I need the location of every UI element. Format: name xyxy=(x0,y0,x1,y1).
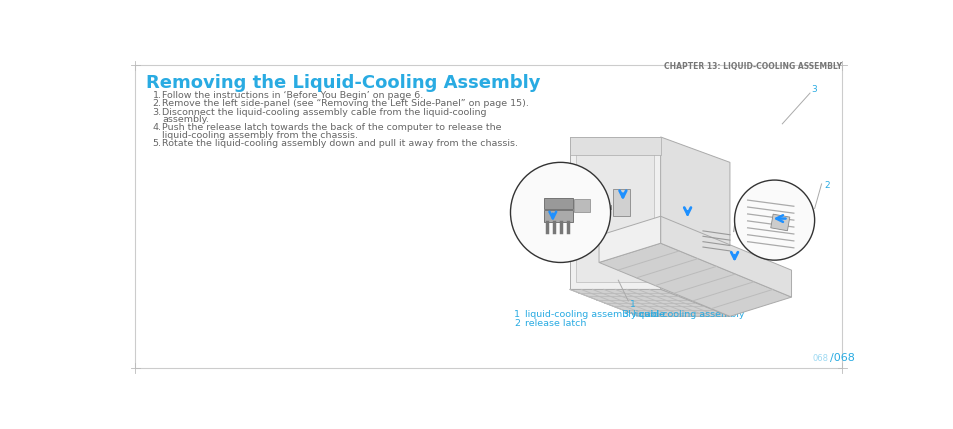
Polygon shape xyxy=(598,243,791,316)
Bar xyxy=(543,198,572,208)
Bar xyxy=(574,199,589,212)
Text: Rotate the liquid-cooling assembly down and pull it away from the chassis.: Rotate the liquid-cooling assembly down … xyxy=(162,139,517,148)
Text: Follow the instructions in ‘Before You Begin’ on page 6.: Follow the instructions in ‘Before You B… xyxy=(162,91,423,100)
Text: liquid-cooling assembly: liquid-cooling assembly xyxy=(632,310,743,319)
Polygon shape xyxy=(569,137,659,290)
Text: 1.: 1. xyxy=(152,91,161,100)
Text: 1: 1 xyxy=(514,310,519,319)
Text: Remove the left side-panel (see “Removing the Left Side-Panel” on page 15).: Remove the left side-panel (see “Removin… xyxy=(162,99,529,108)
Text: liquid-cooling assembly cable: liquid-cooling assembly cable xyxy=(524,310,664,319)
Bar xyxy=(543,210,572,222)
Text: Disconnect the liquid-cooling assembly cable from the liquid-cooling: Disconnect the liquid-cooling assembly c… xyxy=(162,108,486,117)
Polygon shape xyxy=(569,137,659,155)
Text: assembly.: assembly. xyxy=(162,115,209,124)
Bar xyxy=(770,214,789,231)
Text: CHAPTER 13: LIQUID-COOLING ASSEMBLY: CHAPTER 13: LIQUID-COOLING ASSEMBLY xyxy=(663,62,841,71)
Text: 5.: 5. xyxy=(152,139,161,148)
Text: 2: 2 xyxy=(823,181,828,190)
Circle shape xyxy=(734,180,814,260)
Text: 3: 3 xyxy=(811,85,817,94)
Text: 1: 1 xyxy=(629,300,635,309)
Polygon shape xyxy=(576,143,654,282)
Text: /068: /068 xyxy=(829,353,854,363)
Text: 2.: 2. xyxy=(152,99,161,108)
Text: release latch: release latch xyxy=(524,320,586,329)
Polygon shape xyxy=(569,290,729,316)
Text: liquid-cooling assembly from the chassis.: liquid-cooling assembly from the chassis… xyxy=(162,131,358,140)
Polygon shape xyxy=(659,216,791,297)
Polygon shape xyxy=(612,189,629,216)
Polygon shape xyxy=(598,216,659,263)
Text: Push the release latch towards the back of the computer to release the: Push the release latch towards the back … xyxy=(162,124,501,133)
Text: 3.: 3. xyxy=(152,108,161,117)
Circle shape xyxy=(510,162,610,263)
Text: 4.: 4. xyxy=(152,124,161,133)
Text: 2: 2 xyxy=(514,320,519,329)
Text: Removing the Liquid-Cooling Assembly: Removing the Liquid-Cooling Assembly xyxy=(146,74,540,92)
Polygon shape xyxy=(659,137,729,316)
Text: 068: 068 xyxy=(812,353,827,363)
Text: 3: 3 xyxy=(621,310,628,319)
